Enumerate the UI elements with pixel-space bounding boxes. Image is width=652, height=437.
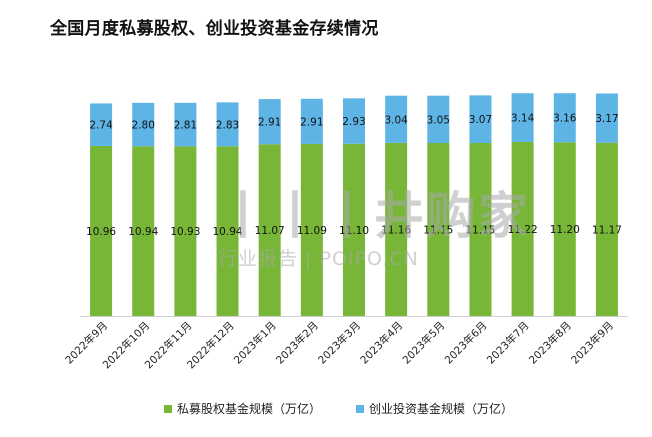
bar-vc-2	[132, 102, 155, 147]
x-tick-label-13: 2023年9月	[568, 319, 616, 367]
label-vc-12: 3.16	[553, 113, 577, 125]
x-tick-label-12: 2023年8月	[526, 319, 574, 367]
label-vc-7: 2.93	[342, 116, 365, 128]
x-tick-labels-group: 2022年9月2022年10月2022年11月2022年12月2023年1月20…	[63, 319, 617, 371]
label-pe-11: 11.22	[508, 224, 538, 236]
x-tick-label-7: 2023年3月	[315, 319, 363, 367]
bar-pe-6	[300, 143, 323, 316]
bar-vc-5	[258, 99, 281, 145]
legend-label-pe: 私募股权基金规模（万亿）	[177, 402, 322, 416]
bar-pe-5	[258, 144, 281, 316]
bar-pe-1	[90, 145, 113, 316]
label-vc-9: 3.05	[427, 114, 450, 126]
label-vc-13: 3.17	[595, 113, 618, 125]
label-pe-5: 11.07	[255, 225, 285, 237]
label-pe-3: 10.93	[170, 226, 200, 238]
x-tick-label-10: 2023年6月	[442, 319, 490, 367]
label-pe-9: 11.15	[423, 225, 453, 237]
legend-swatch-pe	[164, 404, 172, 413]
legend-label-vc: 创业投资基金规模（万亿）	[369, 402, 514, 416]
label-pe-7: 11.10	[339, 225, 369, 237]
label-pe-2: 10.94	[128, 226, 158, 238]
value-labels-group: 10.96 2.74 10.94 2.80 10.93 2.81 10.94 2.83 11.0…	[86, 113, 622, 239]
label-vc-4: 2.83	[216, 119, 239, 131]
label-vc-11: 3.14	[511, 113, 535, 125]
bar-pe-9	[427, 143, 450, 316]
label-pe-10: 11.15	[465, 225, 495, 237]
bar-vc-7	[343, 98, 365, 144]
x-tick-label-11: 2023年7月	[484, 319, 532, 367]
bar-pe-13	[595, 142, 618, 316]
legend-item-vc: 创业投资基金规模（万亿）	[356, 400, 513, 417]
bar-vc-9	[427, 95, 450, 144]
x-tick-label-6: 2023年2月	[273, 319, 321, 367]
bar-vc-3	[174, 102, 197, 147]
legend: 私募股权基金规模（万亿） 创业投资基金规模（万亿）	[0, 400, 652, 420]
label-vc-10: 3.07	[469, 114, 492, 126]
label-pe-1: 10.96	[86, 226, 116, 238]
bar-pe-8	[385, 142, 408, 316]
bar-vc-4	[216, 102, 239, 147]
bar-pe-12	[553, 142, 576, 316]
bar-vc-12	[553, 93, 576, 143]
chart-title: 全国月度私募股权、创业投资基金存续情况	[50, 19, 379, 39]
label-vc-1: 2.74	[89, 120, 113, 132]
bar-vc-13	[595, 93, 618, 143]
bar-pe-7	[343, 143, 365, 316]
x-tick-label-5: 2023年1月	[231, 319, 279, 367]
x-tick-label-8: 2023年4月	[358, 319, 406, 367]
bar-pe-10	[469, 143, 492, 316]
bar-vc-11	[511, 93, 534, 142]
bar-vc-10	[469, 95, 492, 144]
bar-vc-6	[300, 98, 323, 144]
label-vc-5: 2.91	[258, 117, 281, 129]
bar-pe-11	[511, 141, 534, 316]
bar-vc-8	[385, 95, 408, 143]
bars-group	[90, 93, 618, 316]
label-pe-8: 11.16	[381, 224, 411, 236]
bar-pe-4	[216, 146, 239, 316]
label-vc-3: 2.81	[174, 120, 197, 132]
label-vc-6: 2.91	[300, 116, 323, 128]
label-pe-12: 11.20	[550, 224, 580, 236]
stacked-bar-chart: 10.96 2.74 10.94 2.80 10.93 2.81 10.94 2.83 11.0…	[63, 93, 628, 371]
legend-item-pe: 私募股权基金规模（万亿）	[164, 400, 321, 417]
x-tick-label-9: 2023年5月	[400, 319, 448, 367]
legend-swatch-vc	[356, 404, 364, 413]
label-pe-4: 10.94	[213, 226, 243, 238]
label-pe-6: 11.09	[297, 225, 327, 237]
bar-vc-1	[90, 103, 113, 146]
bar-pe-3	[174, 146, 197, 316]
label-vc-2: 2.80	[132, 120, 155, 132]
bar-pe-2	[132, 146, 155, 316]
label-vc-8: 3.04	[384, 114, 408, 126]
label-pe-13: 11.17	[592, 224, 622, 236]
